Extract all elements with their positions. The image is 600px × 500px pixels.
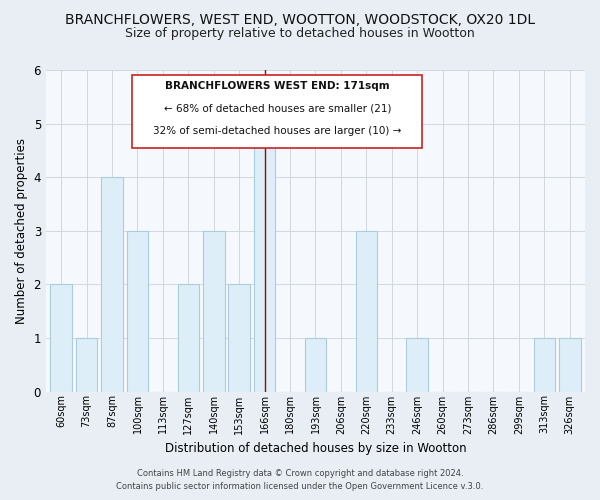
Bar — [127, 231, 148, 392]
Bar — [559, 338, 581, 392]
Bar — [254, 124, 275, 392]
Bar — [50, 284, 72, 392]
Bar — [229, 284, 250, 392]
Bar — [406, 338, 428, 392]
Bar — [178, 284, 199, 392]
Bar — [133, 76, 422, 148]
Y-axis label: Number of detached properties: Number of detached properties — [15, 138, 28, 324]
Text: BRANCHFLOWERS, WEST END, WOOTTON, WOODSTOCK, OX20 1DL: BRANCHFLOWERS, WEST END, WOOTTON, WOODST… — [65, 12, 535, 26]
Bar — [305, 338, 326, 392]
Text: BRANCHFLOWERS WEST END: 171sqm: BRANCHFLOWERS WEST END: 171sqm — [165, 80, 389, 90]
Bar — [101, 177, 123, 392]
Text: Contains HM Land Registry data © Crown copyright and database right 2024.
Contai: Contains HM Land Registry data © Crown c… — [116, 470, 484, 491]
Bar — [533, 338, 555, 392]
X-axis label: Distribution of detached houses by size in Wootton: Distribution of detached houses by size … — [164, 442, 466, 455]
Bar — [76, 338, 97, 392]
Text: Size of property relative to detached houses in Wootton: Size of property relative to detached ho… — [125, 28, 475, 40]
Text: 32% of semi-detached houses are larger (10) →: 32% of semi-detached houses are larger (… — [153, 126, 401, 136]
Bar — [356, 231, 377, 392]
Bar — [203, 231, 224, 392]
Text: ← 68% of detached houses are smaller (21): ← 68% of detached houses are smaller (21… — [164, 103, 391, 113]
